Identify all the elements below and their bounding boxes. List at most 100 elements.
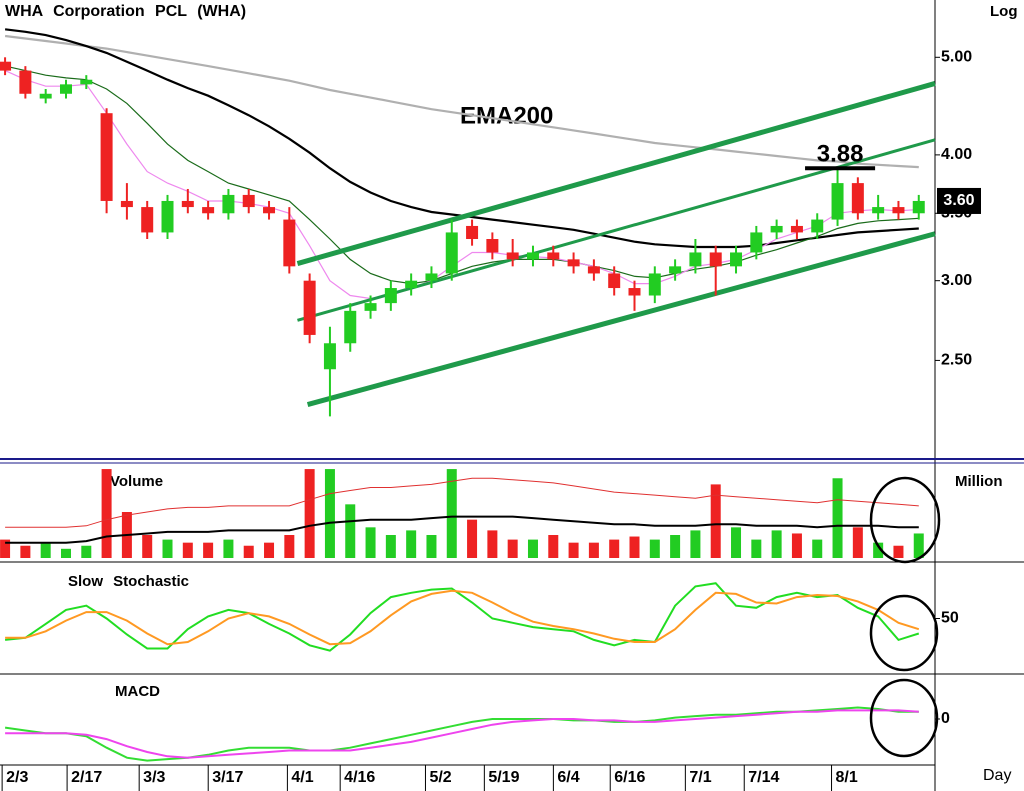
candle-body — [323, 343, 336, 370]
volume-bar — [243, 545, 254, 558]
volume-bar — [365, 527, 376, 558]
panel-title: Volume — [110, 473, 163, 490]
x-tick-label: 7/1 — [689, 769, 711, 786]
candle-body — [689, 252, 702, 267]
x-tick-label: 8/1 — [836, 769, 858, 786]
candle-body — [120, 200, 133, 208]
candle-body — [526, 252, 539, 260]
panel-title: MACD — [115, 683, 160, 700]
volume-bar — [568, 542, 579, 558]
x-tick-label: 5/19 — [488, 769, 519, 786]
candle-body — [587, 266, 600, 274]
volume-bar — [690, 530, 701, 558]
candle-body — [80, 79, 93, 85]
indicator-line — [4, 582, 920, 652]
candle-body — [181, 200, 194, 208]
volume-bar — [385, 535, 396, 558]
x-tick-label: 6/4 — [557, 769, 579, 786]
candle-body — [425, 273, 438, 281]
panel-title: Slow Stochastic — [68, 573, 189, 590]
candle-body — [750, 232, 763, 253]
trendline — [296, 81, 936, 266]
x-tick-label: 6/16 — [614, 769, 645, 786]
candle-body — [202, 207, 215, 214]
volume-bar — [223, 539, 234, 558]
candle-body — [344, 310, 357, 344]
volume-bar — [771, 530, 782, 558]
volume-bar — [284, 535, 295, 558]
x-tick-label: 3/17 — [212, 769, 243, 786]
volume-bar — [264, 542, 275, 558]
volume-bar — [629, 536, 640, 558]
candle-body — [567, 259, 580, 267]
candle-body — [831, 183, 844, 220]
candle-body — [851, 183, 864, 214]
x-tick-label: 2/17 — [71, 769, 102, 786]
volume-bar — [812, 539, 823, 558]
volume-bar — [0, 539, 11, 558]
candle-body — [384, 288, 397, 304]
volume-bar — [162, 539, 173, 558]
volume-average — [5, 477, 919, 528]
y-axis-label: Million — [955, 473, 1003, 490]
x-tick-label: 5/2 — [429, 769, 451, 786]
candle-body — [405, 280, 418, 289]
volume-bar — [751, 539, 762, 558]
highlight-circles — [869, 476, 941, 758]
y-tick-label: 3.00 — [941, 272, 972, 289]
candle-body — [222, 194, 235, 214]
volume-bar — [467, 519, 478, 558]
indicator-line — [5, 709, 919, 759]
volume-bar — [609, 539, 620, 558]
volume-bar — [20, 545, 31, 558]
volume-bar — [852, 527, 863, 558]
y-tick-label: 5.00 — [941, 49, 972, 66]
candle-body — [100, 113, 113, 201]
last-price-box — [937, 187, 981, 214]
candle-body — [364, 303, 377, 311]
last-price-label: 3.60 — [943, 192, 974, 209]
y-tick-label: 50 — [941, 610, 959, 627]
volume-bar — [670, 535, 681, 558]
volume-bar — [913, 533, 924, 558]
volume-bar — [507, 539, 518, 558]
candle-body — [39, 93, 52, 99]
candle-body — [303, 280, 316, 335]
candle-body — [608, 273, 621, 289]
y-tick-label: 4.00 — [941, 146, 972, 163]
x-tick-label: 3/3 — [143, 769, 165, 786]
volume-bar — [588, 542, 599, 558]
volume-bar — [142, 535, 153, 558]
candle-body — [730, 252, 743, 267]
moving-average — [4, 65, 919, 285]
candle-body — [283, 219, 296, 267]
volume-bar — [487, 530, 498, 558]
volume-bar — [40, 542, 51, 558]
candle-body — [59, 84, 72, 94]
volume-bar — [81, 545, 92, 558]
candle-body — [628, 288, 641, 296]
volume-bar — [893, 545, 904, 558]
volume-bar — [60, 548, 71, 558]
level-label: 3.88 — [817, 141, 864, 168]
volume-bar — [873, 542, 884, 558]
y-tick-label: 0 — [941, 710, 950, 727]
candle-body — [547, 252, 560, 260]
candle-body — [872, 207, 885, 214]
x-tick-label: 7/14 — [748, 769, 779, 786]
volume-bar — [832, 478, 843, 558]
volume-average — [5, 515, 919, 544]
volume-bar — [182, 542, 193, 558]
volume-bar — [203, 542, 214, 558]
candle-body — [506, 252, 519, 260]
volume-bar — [406, 530, 417, 558]
indicator-line — [4, 706, 919, 762]
volume-bar — [649, 539, 660, 558]
volume-bar — [324, 469, 335, 558]
candle-body — [709, 252, 722, 267]
volume-bar — [345, 504, 356, 558]
volume-bar — [731, 527, 742, 558]
